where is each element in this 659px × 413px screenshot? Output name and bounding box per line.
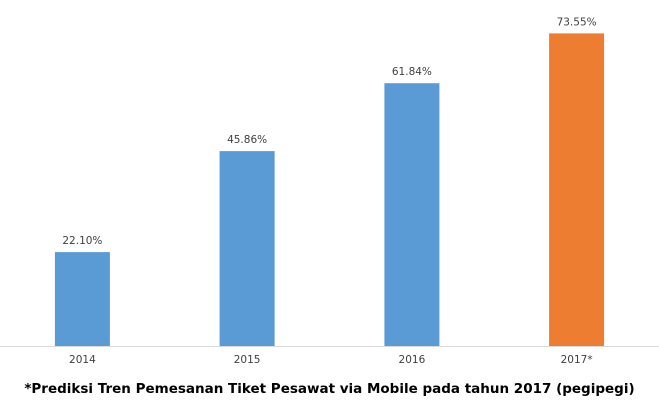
data-label-2015: 45.86% bbox=[227, 134, 267, 146]
data-label-2016: 61.84% bbox=[392, 66, 432, 78]
data-label-2017: 73.55% bbox=[557, 16, 597, 28]
x-tick-label-2014: 2014 bbox=[69, 354, 96, 366]
bar-2014 bbox=[54, 252, 110, 346]
data-label-2014: 22.10% bbox=[62, 235, 102, 247]
bar-2015 bbox=[219, 151, 275, 346]
bar-2017 bbox=[549, 33, 605, 347]
x-tick-label-2017: 2017* bbox=[561, 354, 593, 366]
x-tick-label-2015: 2015 bbox=[234, 354, 261, 366]
bar-2016 bbox=[384, 83, 440, 346]
chart-caption: *Prediksi Tren Pemesanan Tiket Pesawat v… bbox=[24, 381, 635, 397]
x-tick-label-2016: 2016 bbox=[399, 354, 426, 366]
